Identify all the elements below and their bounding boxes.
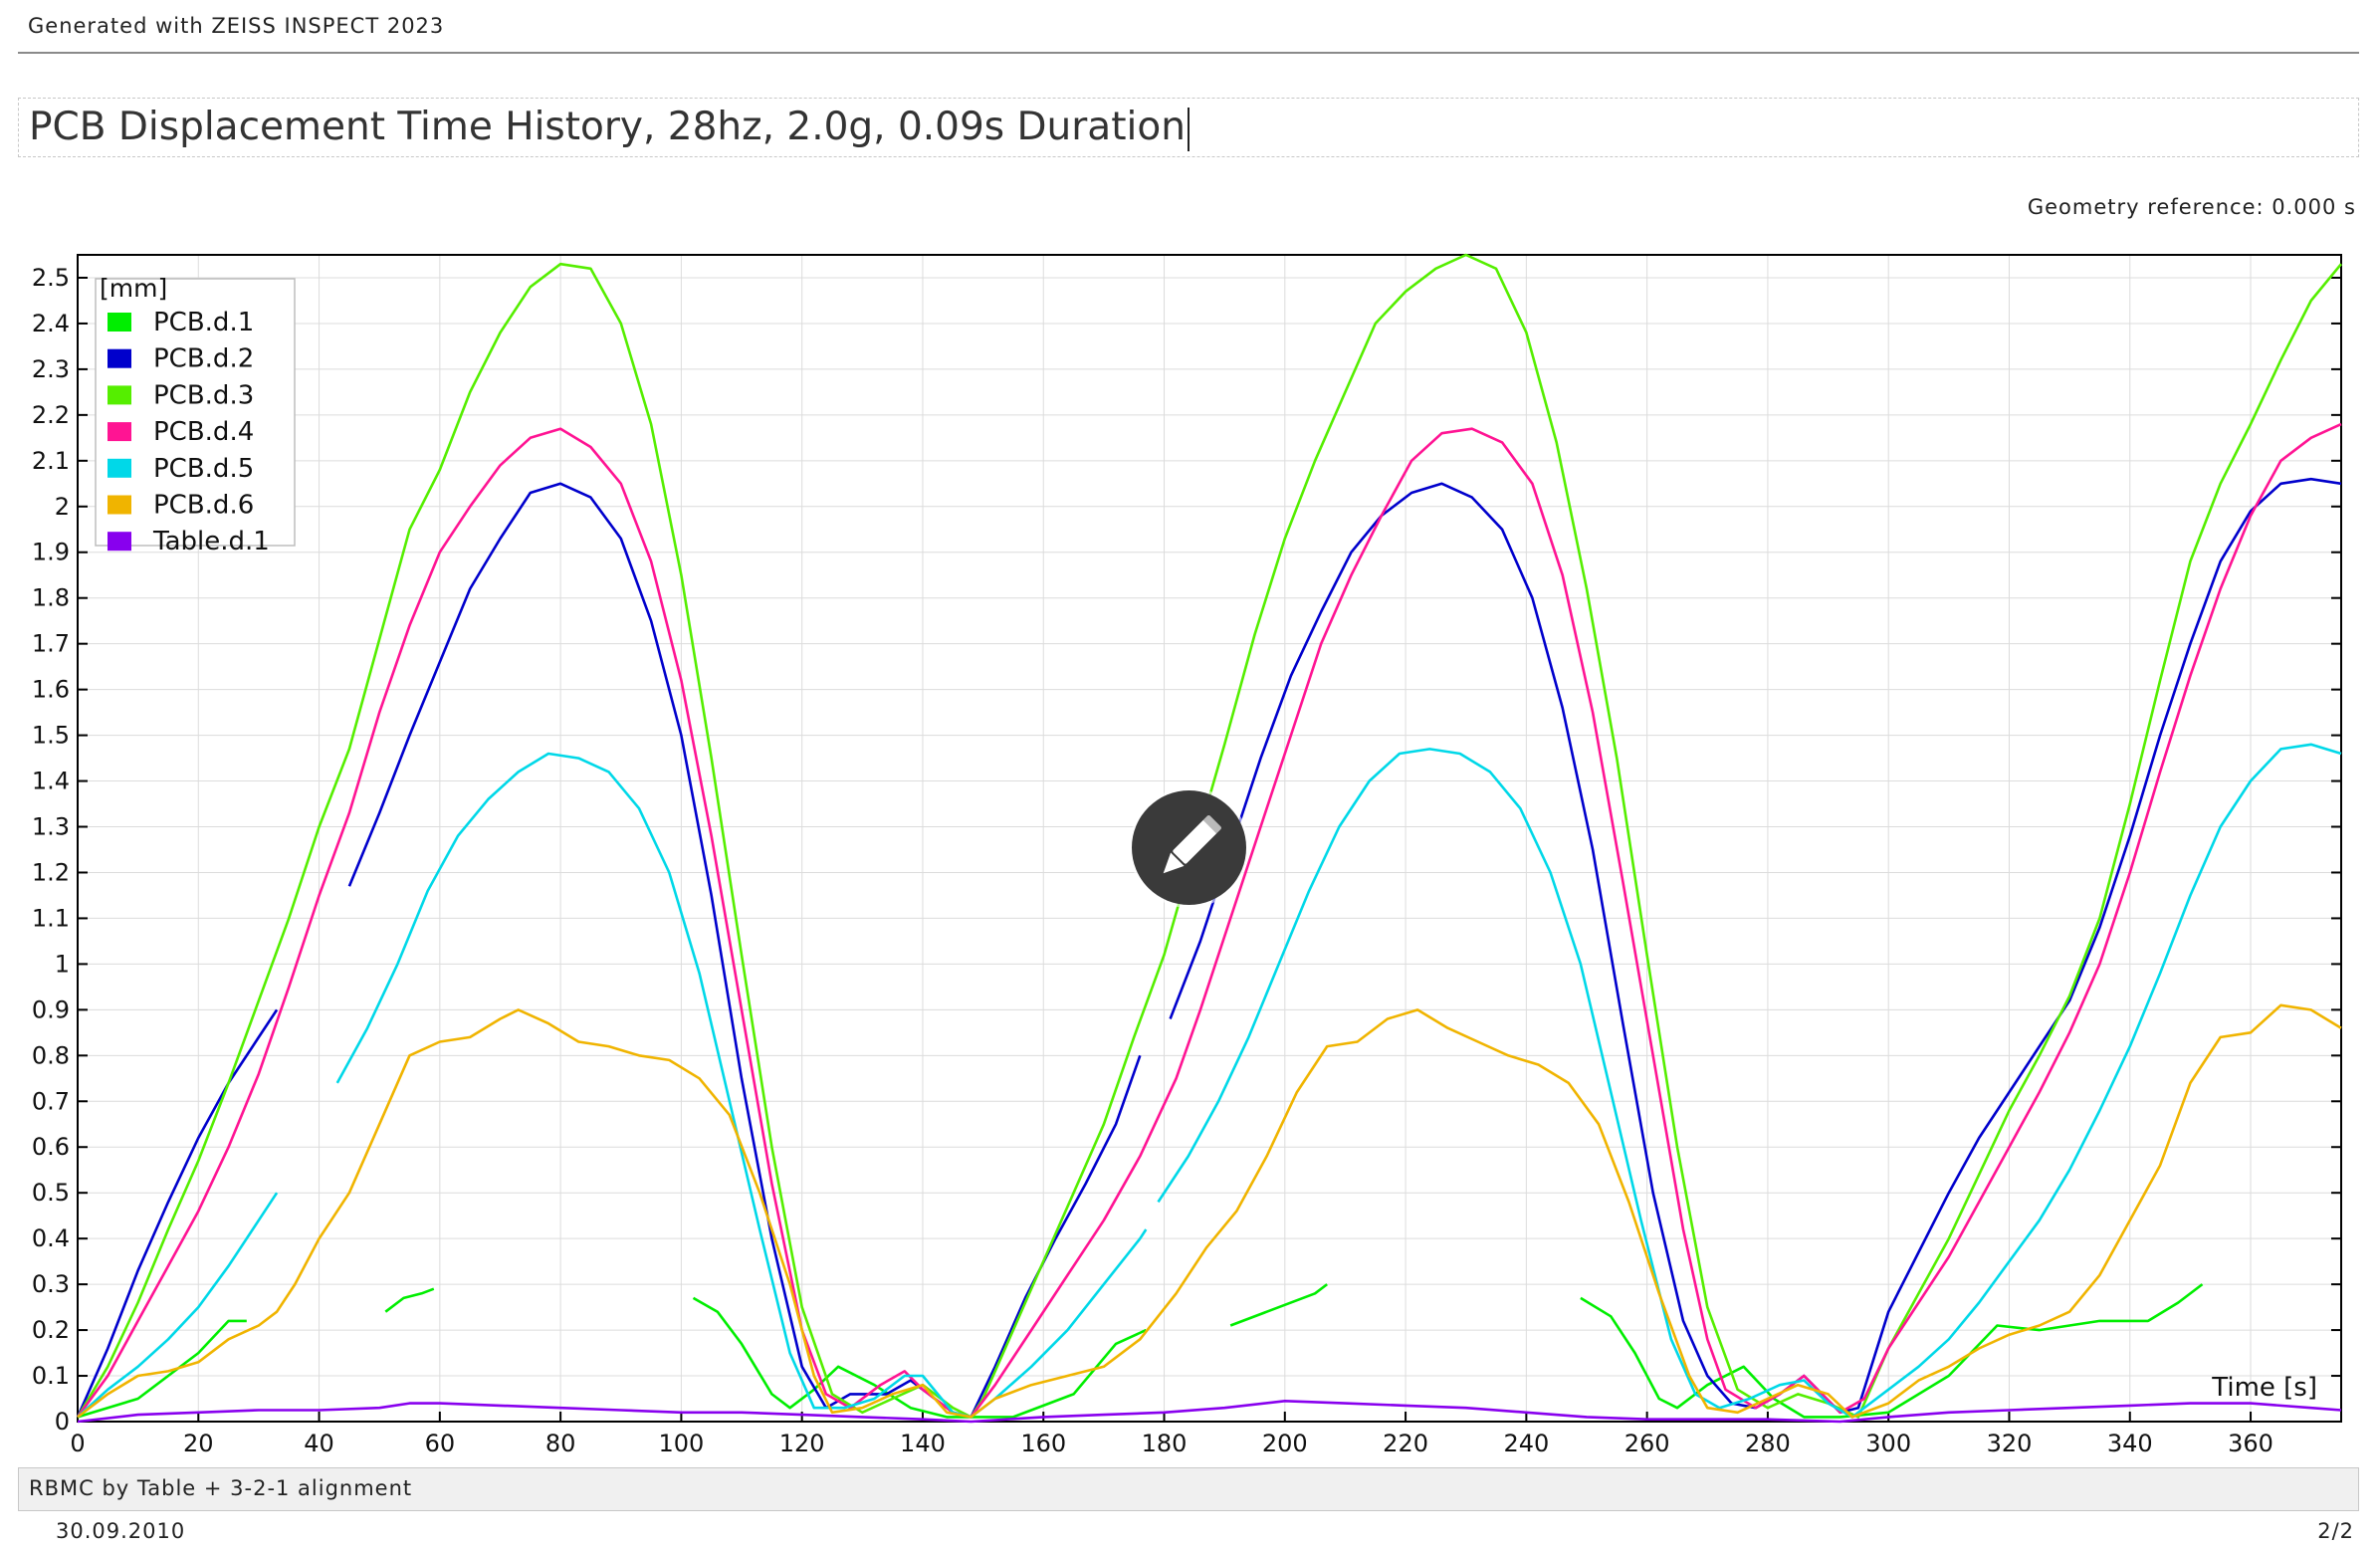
y-tick-label: 1.7 bbox=[32, 630, 70, 658]
edit-button[interactable] bbox=[1132, 790, 1246, 905]
x-tick-label: 60 bbox=[425, 1430, 456, 1457]
alignment-text: RBMC by Table + 3-2-1 alignment bbox=[29, 1476, 413, 1500]
y-tick-label: 0.8 bbox=[32, 1041, 70, 1069]
y-tick-label: 2.2 bbox=[32, 401, 70, 429]
y-tick-label: 1.8 bbox=[32, 584, 70, 612]
y-tick-label: 1.1 bbox=[32, 904, 70, 932]
legend-swatch bbox=[108, 348, 131, 368]
x-axis-label: Time [s] bbox=[2211, 1373, 2317, 1403]
series-line-PCB.d.1 bbox=[1229, 1283, 1328, 1327]
x-tick-label: 160 bbox=[1020, 1430, 1066, 1457]
y-tick-label: 0.4 bbox=[32, 1224, 70, 1252]
legend-label: PCB.d.3 bbox=[153, 380, 254, 410]
y-tick-label: 0.3 bbox=[32, 1270, 70, 1298]
x-tick-label: 240 bbox=[1503, 1430, 1549, 1457]
series-line-PCB.d.5 bbox=[335, 752, 1148, 1419]
x-tick-label: 0 bbox=[70, 1430, 85, 1457]
report-title[interactable]: PCB Displacement Time History, 28hz, 2.0… bbox=[29, 105, 1190, 151]
x-tick-label: 280 bbox=[1745, 1430, 1791, 1457]
y-tick-label: 0 bbox=[55, 1408, 70, 1436]
series-line-PCB.d.4 bbox=[76, 422, 2342, 1419]
generated-by-text: Generated with ZEISS INSPECT 2023 bbox=[28, 14, 445, 38]
x-tick-label: 200 bbox=[1262, 1430, 1308, 1457]
displacement-chart: 0 20 40 60 80 100 120 140 160 180 200 220 240 260 280 3… bbox=[32, 253, 2343, 1457]
legend-label: PCB.d.1 bbox=[153, 308, 254, 337]
x-tick-label: 40 bbox=[304, 1430, 334, 1457]
series-line-PCB.d.2 bbox=[76, 1008, 279, 1418]
page-number: 2/2 bbox=[2317, 1519, 2354, 1543]
x-tick-label: 140 bbox=[900, 1430, 946, 1457]
y-tick-label: 0.9 bbox=[32, 996, 70, 1023]
legend-swatch bbox=[108, 422, 131, 442]
y-tick-label: 0.5 bbox=[32, 1179, 70, 1207]
x-tick-label: 320 bbox=[1987, 1430, 2033, 1457]
x-tick-label: 360 bbox=[2228, 1430, 2273, 1457]
y-axis-unit-label: [mm] bbox=[100, 274, 167, 303]
legend-label: Table.d.1 bbox=[152, 527, 270, 556]
series-line-PCB.d.1 bbox=[384, 1287, 435, 1313]
series-line-PCB.d.1 bbox=[1580, 1283, 2204, 1419]
y-tick-label: 2 bbox=[55, 493, 70, 521]
legend-label: PCB.d.5 bbox=[153, 454, 254, 484]
y-tick-label: 2.1 bbox=[32, 447, 70, 475]
x-tick-label: 260 bbox=[1624, 1430, 1670, 1457]
series-line-PCB.d.5 bbox=[1157, 743, 2342, 1419]
series-line-PCB.d.6 bbox=[77, 1003, 2342, 1419]
series-line-PCB.d.1 bbox=[692, 1296, 1147, 1419]
legend-swatch bbox=[108, 458, 131, 478]
x-tick-label: 180 bbox=[1142, 1430, 1188, 1457]
y-tick-label: 0.6 bbox=[32, 1133, 70, 1161]
x-tick-label: 100 bbox=[658, 1430, 704, 1457]
legend-swatch bbox=[108, 313, 131, 332]
x-tick-label: 300 bbox=[1865, 1430, 1911, 1457]
geometry-reference: Geometry reference: 0.000 s bbox=[2027, 195, 2356, 219]
y-tick-label: 0.2 bbox=[32, 1316, 70, 1344]
legend-swatch bbox=[108, 385, 131, 405]
y-tick-label: 2.4 bbox=[32, 310, 70, 337]
x-tick-label: 20 bbox=[183, 1430, 214, 1457]
x-tick-label: 120 bbox=[779, 1430, 825, 1457]
legend-label: PCB.d.6 bbox=[153, 491, 254, 521]
series-line-Table.d.1 bbox=[77, 1400, 2342, 1424]
series-line-PCB.d.2 bbox=[347, 482, 1142, 1419]
y-tick-label: 1.9 bbox=[32, 539, 70, 566]
report-date: 30.09.2010 bbox=[56, 1519, 186, 1543]
legend-swatch bbox=[108, 532, 131, 552]
text-caret bbox=[1187, 107, 1190, 151]
y-tick-label: 1.4 bbox=[32, 768, 70, 795]
y-tick-label: 2.3 bbox=[32, 355, 70, 383]
y-tick-label: 1.5 bbox=[32, 722, 70, 750]
series-line-PCB.d.5 bbox=[77, 1192, 279, 1419]
y-tick-label: 2.5 bbox=[32, 264, 70, 292]
y-tick-label: 1.6 bbox=[32, 676, 70, 704]
y-tick-label: 1.3 bbox=[32, 813, 70, 841]
y-tick-label: 1 bbox=[55, 950, 70, 978]
legend-label: PCB.d.2 bbox=[153, 344, 254, 374]
alignment-bar: RBMC by Table + 3-2-1 alignment bbox=[18, 1467, 2359, 1511]
pencil-icon bbox=[1163, 814, 1222, 874]
y-tick-label: 1.2 bbox=[32, 858, 70, 886]
series-line-PCB.d.1 bbox=[77, 1319, 247, 1419]
x-tick-label: 80 bbox=[545, 1430, 576, 1457]
header-divider bbox=[18, 52, 2359, 54]
plot-frame bbox=[77, 254, 2342, 1423]
legend-label: PCB.d.4 bbox=[153, 417, 254, 447]
x-tick-label: 340 bbox=[2107, 1430, 2153, 1457]
y-tick-label: 0.7 bbox=[32, 1087, 70, 1115]
series-line-PCB.d.2 bbox=[1169, 477, 2342, 1415]
x-tick-label: 220 bbox=[1383, 1430, 1428, 1457]
legend-swatch bbox=[108, 495, 131, 515]
y-tick-label: 0.1 bbox=[32, 1362, 70, 1390]
report-title-field[interactable]: PCB Displacement Time History, 28hz, 2.0… bbox=[18, 98, 2359, 157]
